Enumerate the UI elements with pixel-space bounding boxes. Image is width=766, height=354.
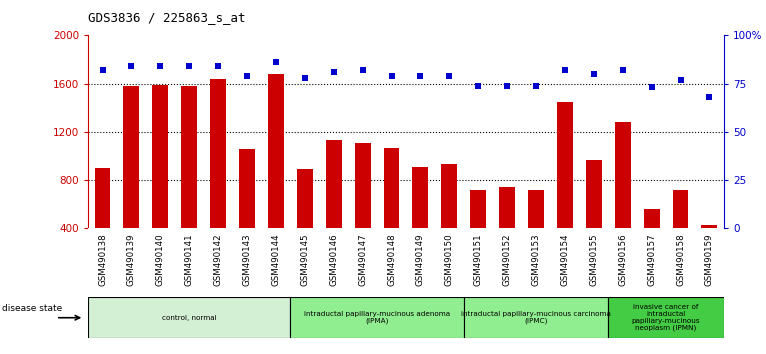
Bar	[239, 149, 255, 228]
Bar	[326, 140, 342, 228]
Point	[183, 63, 195, 69]
Point	[588, 71, 600, 77]
Text: GSM490147: GSM490147	[358, 234, 367, 286]
Point	[356, 67, 368, 73]
Bar	[355, 143, 371, 228]
Bar	[586, 160, 602, 228]
Text: GSM490141: GSM490141	[185, 234, 194, 286]
Point	[385, 73, 398, 79]
Text: GDS3836 / 225863_s_at: GDS3836 / 225863_s_at	[88, 11, 246, 24]
Text: intraductal papillary-mucinous carcinoma
(IPMC): intraductal papillary-mucinous carcinoma…	[461, 311, 611, 325]
Text: GSM490155: GSM490155	[589, 234, 598, 286]
Point	[501, 83, 513, 88]
Point	[97, 67, 109, 73]
Text: GSM490138: GSM490138	[98, 234, 107, 286]
Bar	[268, 74, 284, 228]
Text: GSM490150: GSM490150	[445, 234, 453, 286]
Point	[270, 59, 282, 65]
Text: GSM490153: GSM490153	[532, 234, 541, 286]
Text: GSM490154: GSM490154	[561, 234, 569, 286]
Point	[212, 63, 224, 69]
Text: GSM490146: GSM490146	[329, 234, 339, 286]
Point	[617, 67, 629, 73]
Bar	[557, 102, 573, 228]
Text: GSM490159: GSM490159	[705, 234, 714, 286]
Text: GSM490157: GSM490157	[647, 234, 656, 286]
Bar	[463, 297, 608, 338]
Bar	[673, 190, 689, 228]
Text: GSM490139: GSM490139	[127, 234, 136, 286]
Point	[414, 73, 427, 79]
Text: GSM490152: GSM490152	[502, 234, 512, 286]
Text: GSM490144: GSM490144	[271, 234, 280, 286]
Bar	[297, 169, 313, 228]
Bar	[152, 85, 169, 228]
Point	[328, 69, 340, 75]
Point	[154, 63, 166, 69]
Text: GSM490148: GSM490148	[387, 234, 396, 286]
Bar	[290, 297, 463, 338]
Point	[126, 63, 138, 69]
Bar	[528, 190, 544, 228]
Point	[530, 83, 542, 88]
Point	[674, 77, 686, 82]
Bar	[210, 79, 226, 228]
Text: intraductal papillary-mucinous adenoma
(IPMA): intraductal papillary-mucinous adenoma (…	[304, 311, 450, 325]
Point	[558, 67, 571, 73]
Point	[472, 83, 484, 88]
Text: GSM490158: GSM490158	[676, 234, 685, 286]
Text: GSM490145: GSM490145	[300, 234, 309, 286]
Text: GSM490142: GSM490142	[214, 234, 223, 286]
Bar	[643, 209, 660, 228]
Bar	[123, 86, 139, 228]
Point	[444, 73, 456, 79]
Point	[703, 94, 715, 100]
Bar	[441, 164, 457, 228]
Text: GSM490151: GSM490151	[473, 234, 483, 286]
Text: control, normal: control, normal	[162, 315, 217, 321]
Bar	[470, 190, 486, 228]
Text: GSM490156: GSM490156	[618, 234, 627, 286]
Text: disease state: disease state	[2, 304, 62, 313]
Point	[299, 75, 311, 81]
Text: GSM490149: GSM490149	[416, 234, 425, 286]
Bar	[608, 297, 724, 338]
Bar	[94, 168, 110, 228]
Bar	[412, 167, 428, 228]
Bar	[88, 297, 290, 338]
Bar	[182, 86, 197, 228]
Point	[241, 73, 254, 79]
Bar	[384, 148, 400, 228]
Text: invasive cancer of
intraductal
papillary-mucinous
neoplasm (IPMN): invasive cancer of intraductal papillary…	[632, 304, 700, 331]
Text: GSM490143: GSM490143	[243, 234, 251, 286]
Bar	[702, 225, 718, 228]
Bar	[499, 187, 515, 228]
Bar	[615, 122, 630, 228]
Point	[646, 85, 658, 90]
Text: GSM490140: GSM490140	[155, 234, 165, 286]
